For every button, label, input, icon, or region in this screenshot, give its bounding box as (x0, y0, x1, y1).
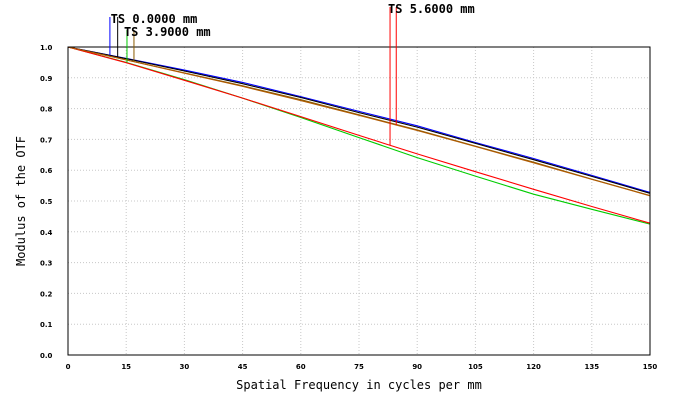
y-tick-label: 0.9 (40, 75, 53, 83)
y-tick-label: 0.0 (40, 352, 53, 360)
x-tick-label: 135 (584, 363, 599, 371)
plot-frame (67, 46, 651, 356)
x-tick-label: 15 (121, 363, 131, 371)
x-tick-label: 90 (412, 363, 422, 371)
series-line (67, 46, 651, 193)
x-tick-label: 120 (526, 363, 541, 371)
x-tick-label: 45 (238, 363, 248, 371)
y-tick-label: 0.2 (40, 290, 53, 298)
x-tick-label: 30 (180, 363, 190, 371)
y-tick-label: 1.0 (40, 44, 53, 52)
x-tick-labels: 0 15 30 45 60 75 90 105 120 135 150 (66, 363, 658, 371)
field-label: TS 5.6000 mm (388, 2, 475, 16)
y-tick-label: 0.3 (40, 260, 53, 268)
series-lines (67, 46, 651, 225)
x-axis-title: Spatial Frequency in cycles per mm (236, 378, 482, 392)
x-tick-label: 60 (296, 363, 306, 371)
y-tick-labels: 0.0 0.1 0.2 0.3 0.4 0.5 0.6 0.7 0.8 0.9 1.0 (40, 44, 53, 360)
y-tick-label: 0.7 (40, 136, 53, 144)
series-line (67, 46, 651, 197)
x-tick-label: 0 (66, 363, 71, 371)
y-tick-label: 0.1 (40, 321, 53, 329)
y-tick-label: 0.5 (40, 198, 53, 206)
x-tick-label: 150 (643, 363, 658, 371)
y-tick-label: 0.4 (40, 229, 53, 237)
series-line (67, 46, 651, 224)
field-label: TS 0.0000 mm (111, 12, 198, 26)
y-tick-label: 0.8 (40, 106, 53, 114)
y-tick-label: 0.6 (40, 167, 53, 175)
series-line (67, 46, 651, 194)
y-axis-title: Modulus of the OTF (14, 136, 28, 266)
field-label: TS 3.9000 mm (124, 25, 211, 39)
x-tick-label: 105 (468, 363, 483, 371)
x-tick-label: 75 (354, 363, 364, 371)
